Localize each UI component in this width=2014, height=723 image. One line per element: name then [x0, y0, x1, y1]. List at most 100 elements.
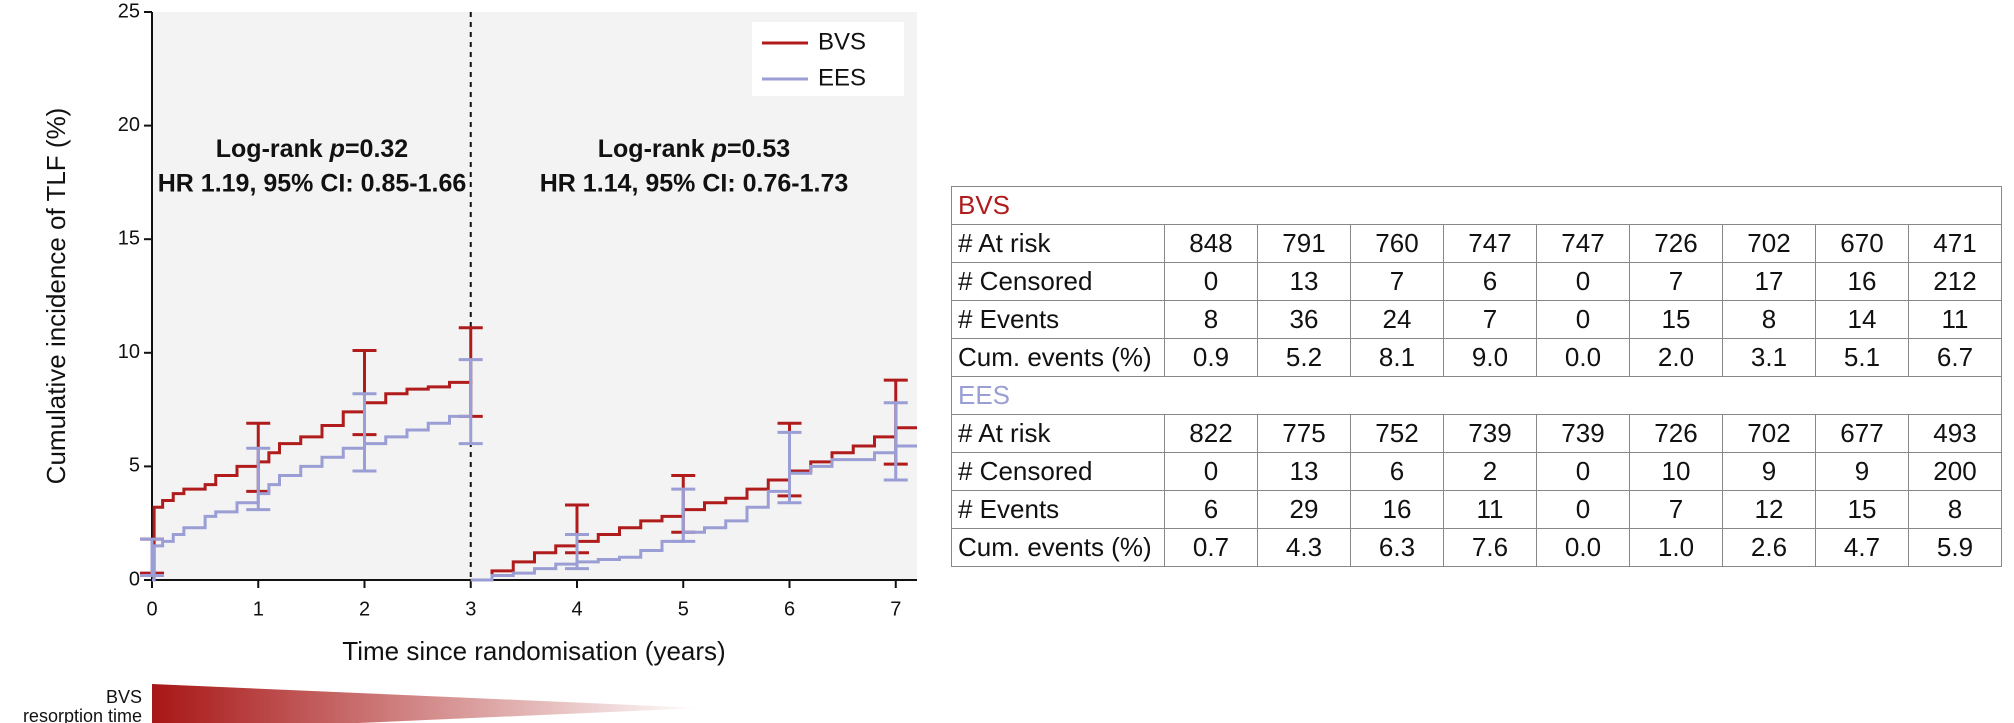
table-cell: 10	[1629, 452, 1723, 491]
x-tick-label: 7	[890, 598, 901, 620]
table-cell: 2	[1443, 452, 1537, 491]
table-cell: 24	[1350, 300, 1444, 339]
y-tick-label: 25	[118, 0, 140, 22]
table-cell: 848	[1164, 224, 1258, 263]
table-cell: 8	[1722, 300, 1816, 339]
table-cell: 4.3	[1257, 528, 1351, 567]
table-cell: 6	[1350, 452, 1444, 491]
row-label: Cum. events (%)	[951, 528, 1165, 567]
table-cell: 702	[1722, 224, 1816, 263]
table-cell: 11	[1908, 300, 2002, 339]
table-cell: 9	[1722, 452, 1816, 491]
legend-label: BVS	[818, 28, 866, 55]
table-cell: 493	[1908, 414, 2002, 453]
table-cell: 726	[1629, 224, 1723, 263]
x-tick-label: 1	[253, 598, 264, 620]
row-label: # Censored	[951, 452, 1165, 491]
row-label: # At risk	[951, 224, 1165, 263]
table-cell: 0	[1536, 452, 1630, 491]
group-header: BVS	[951, 186, 2002, 225]
table-cell: 5.9	[1908, 528, 2002, 567]
table-row: # At risk 822 775 752 739 739 726 702 677 493	[951, 414, 2002, 453]
annotation-part: Log-rank	[598, 135, 712, 163]
table-cell: 6	[1443, 262, 1537, 301]
row-label: # Events	[951, 300, 1165, 339]
group-header: EES	[951, 376, 2002, 415]
x-tick-label: 0	[146, 598, 157, 620]
table-cell: 16	[1815, 262, 1909, 301]
table-cell: 13	[1257, 452, 1351, 491]
annotation-p: p	[711, 135, 727, 163]
table-cell: 4.7	[1815, 528, 1909, 567]
table-cell: 8	[1164, 300, 1258, 339]
x-tick-label: 4	[571, 598, 582, 620]
legend-label: EES	[818, 64, 866, 91]
table-cell: 13	[1257, 262, 1351, 301]
table-cell: 200	[1908, 452, 2002, 491]
table-cell: 0	[1164, 452, 1258, 491]
table-cell: 0	[1536, 262, 1630, 301]
table-cell: 702	[1722, 414, 1816, 453]
y-tick-label: 15	[118, 227, 140, 249]
table-cell: 12	[1722, 490, 1816, 529]
table-cell: 747	[1443, 224, 1537, 263]
table-cell: 670	[1815, 224, 1909, 263]
table-cell: 0	[1536, 490, 1630, 529]
resorption-label: BVS	[106, 687, 142, 707]
x-tick-label: 6	[784, 598, 795, 620]
error-bar	[565, 533, 589, 571]
y-axis-label: Cumulative incidence of TLF (%)	[41, 108, 71, 485]
table-cell: 822	[1164, 414, 1258, 453]
y-tick-label: 5	[129, 455, 140, 477]
table-cell: 15	[1815, 490, 1909, 529]
table-cell: 747	[1536, 224, 1630, 263]
table-cell: 8.1	[1350, 338, 1444, 377]
table-cell: 8	[1908, 490, 2002, 529]
table-row: # Events 8 36 24 7 0 15 8 14 11	[951, 300, 2002, 339]
table-cell: 471	[1908, 224, 2002, 263]
x-axis-label: Time since randomisation (years)	[342, 636, 725, 666]
risk-table: BVS # At risk 848 791 760 747 747 726 702 670 471 #…	[951, 186, 2002, 567]
x-tick-label: 5	[678, 598, 689, 620]
table-cell: 6.3	[1350, 528, 1444, 567]
annotation-part: =0.53	[727, 135, 790, 163]
table-cell: 14	[1815, 300, 1909, 339]
table-cell: 11	[1443, 490, 1537, 529]
table-cell: 0.9	[1164, 338, 1258, 377]
table-cell: 7	[1629, 262, 1723, 301]
survival-curve	[152, 380, 917, 582]
table-cell: 0.0	[1536, 528, 1630, 567]
y-tick-label: 0	[129, 568, 140, 590]
table-row: Cum. events (%) 0.7 4.3 6.3 7.6 0.0 1.0 2.6 4.7 5…	[951, 528, 2002, 567]
x-tick-label: 3	[465, 598, 476, 620]
table-cell: 0.0	[1536, 338, 1630, 377]
annotation: Log-rank p=0.32	[216, 135, 408, 163]
y-tick-label: 20	[118, 114, 140, 136]
table-cell: 677	[1815, 414, 1909, 453]
table-row: # Censored 0 13 6 2 0 10 9 9 200	[951, 452, 2002, 491]
table-cell: 15	[1629, 300, 1723, 339]
row-label: Cum. events (%)	[951, 338, 1165, 377]
table-row: Cum. events (%) 0.9 5.2 8.1 9.0 0.0 2.0 3.1 5.1 6…	[951, 338, 2002, 377]
x-tick-label: 2	[359, 598, 370, 620]
table-cell: 7	[1443, 300, 1537, 339]
error-bar	[883, 401, 908, 482]
table-cell: 1.0	[1629, 528, 1723, 567]
annotation-part: Log-rank	[216, 135, 330, 163]
table-cell: 5.2	[1257, 338, 1351, 377]
table-cell: 212	[1908, 262, 2002, 301]
resorption-gradient	[152, 684, 702, 723]
row-label: # At risk	[951, 414, 1165, 453]
table-cell: 6.7	[1908, 338, 2002, 377]
table-cell: 6	[1164, 490, 1258, 529]
table-cell: 29	[1257, 490, 1351, 529]
annotation-p: p	[329, 135, 345, 163]
table-row: # At risk 848 791 760 747 747 726 702 670 471	[951, 224, 2002, 263]
table-cell: 7.6	[1443, 528, 1537, 567]
y-tick-label: 10	[118, 341, 140, 363]
table-cell: 17	[1722, 262, 1816, 301]
table-cell: 739	[1443, 414, 1537, 453]
table-cell: 36	[1257, 300, 1351, 339]
